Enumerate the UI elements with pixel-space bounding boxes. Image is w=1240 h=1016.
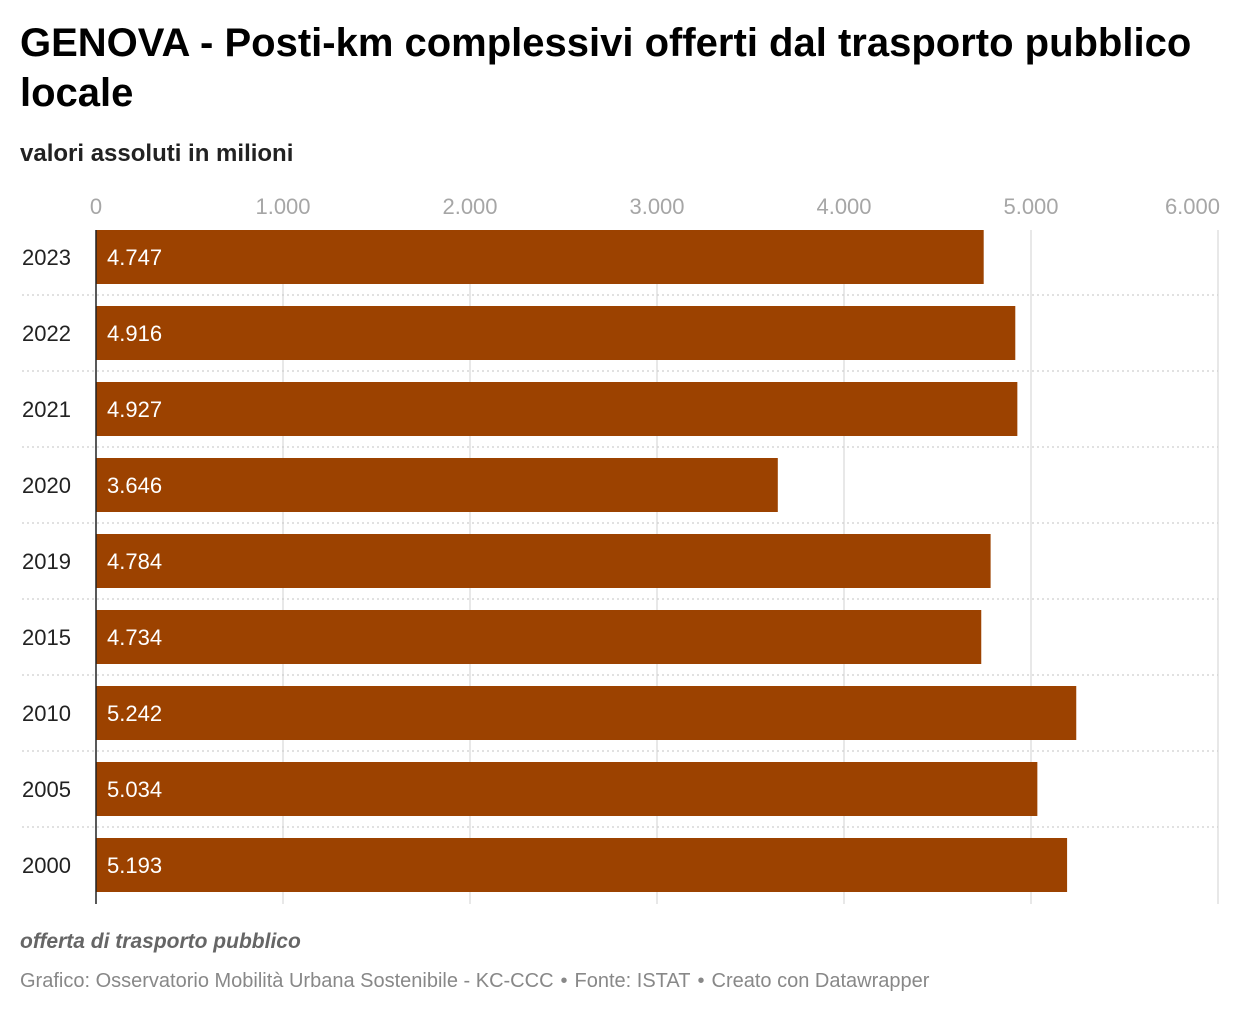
y-tick-label: 2005 (22, 777, 71, 802)
bar (96, 686, 1077, 740)
x-tick-label: 2.000 (442, 194, 497, 219)
bar (96, 382, 1018, 436)
bar (96, 762, 1038, 816)
bar-chart: 0 1.000 2.000 3.000 4.000 5.000 6.000 2023 4.747… (22, 194, 1220, 904)
chart-note: offerta di trasporto pubblico (20, 930, 301, 953)
y-tick-label: 2020 (22, 473, 71, 498)
chart-credits: Grafico: Osservatorio Mobilità Urbana So… (20, 970, 929, 993)
data-label: 4.784 (107, 549, 162, 574)
data-label: 5.034 (107, 777, 162, 802)
y-tick-label: 2015 (22, 625, 71, 650)
y-tick-label: 2021 (22, 397, 71, 422)
x-tick-label: 3.000 (629, 194, 684, 219)
x-tick-label: 1.000 (255, 194, 310, 219)
bar (96, 610, 982, 664)
data-label: 4.927 (107, 397, 162, 422)
y-tick-label: 2019 (22, 549, 71, 574)
data-label: 5.242 (107, 701, 162, 726)
chart-title: GENOVA - Posti-km complessivi offerti da… (20, 21, 1192, 115)
bar (96, 838, 1068, 892)
bar (96, 230, 984, 284)
chart-subtitle: valori assoluti in milioni (20, 140, 294, 167)
data-label: 3.646 (107, 473, 162, 498)
x-tick-label: 5.000 (1003, 194, 1058, 219)
data-label: 5.193 (107, 853, 162, 878)
credit-separator: • (697, 970, 705, 992)
y-tick-label: 2023 (22, 245, 71, 270)
data-label: 4.747 (107, 245, 162, 270)
credit-separator: • (560, 970, 568, 992)
bar (96, 534, 991, 588)
x-tick-label: 6.000 (1165, 194, 1220, 219)
credit-source: Fonte: ISTAT (574, 970, 691, 992)
x-tick-label: 4.000 (816, 194, 871, 219)
y-tick-label: 2010 (22, 701, 71, 726)
y-tick-label: 2000 (22, 853, 71, 878)
y-tick-label: 2022 (22, 321, 71, 346)
bar (96, 306, 1016, 360)
data-label: 4.734 (107, 625, 162, 650)
credit-chart: Grafico: Osservatorio Mobilità Urbana So… (20, 970, 554, 992)
bar (96, 458, 778, 512)
data-label: 4.916 (107, 321, 162, 346)
credit-tool: Creato con Datawrapper (711, 970, 930, 992)
x-tick-label: 0 (90, 194, 102, 219)
